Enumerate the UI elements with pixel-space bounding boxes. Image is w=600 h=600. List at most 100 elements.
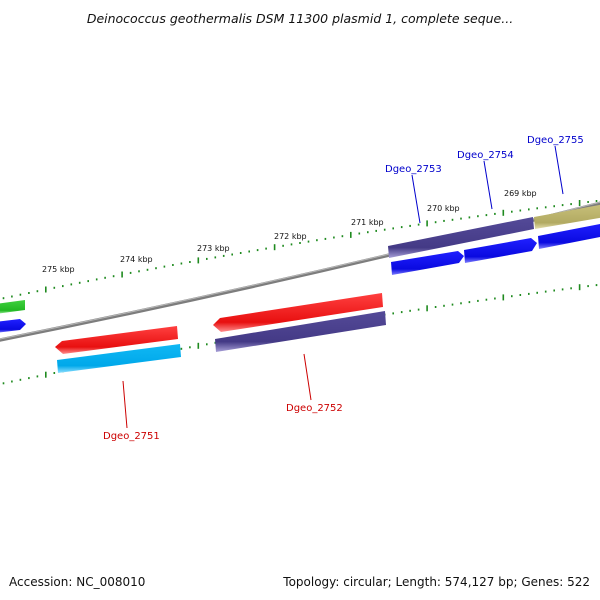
gene-arrow-blue-2754[interactable] xyxy=(464,238,537,263)
scale-lower-minor-tick xyxy=(570,287,572,290)
scale-upper-minor-tick xyxy=(400,226,403,229)
scale-upper-minor-tick xyxy=(214,256,217,259)
gene-arrow-blue-2755[interactable] xyxy=(538,223,600,249)
scale-lower-minor-tick xyxy=(28,377,30,380)
scale-lower-minor-tick xyxy=(595,284,598,287)
scale-lower-major-tick xyxy=(45,371,47,378)
scale-upper-major-tick xyxy=(197,257,200,264)
gene-feature-slate-2753[interactable] xyxy=(388,217,534,258)
gene-label-dgeo-2751[interactable]: Dgeo_2751 xyxy=(103,431,160,442)
scale-lower-minor-tick xyxy=(528,292,530,295)
scale-upper-minor-tick xyxy=(146,268,149,271)
scale-upper-minor-tick xyxy=(138,270,140,273)
scale-upper-minor-tick xyxy=(95,278,98,281)
scale-lower-minor-tick xyxy=(392,312,394,315)
scale-upper-minor-tick xyxy=(561,204,564,207)
scale-upper-minor-tick xyxy=(383,228,386,231)
scale-upper-minor-tick xyxy=(468,216,471,219)
scale-upper-minor-tick xyxy=(536,207,538,210)
scale-lower-minor-tick xyxy=(206,343,208,346)
scale-lower-minor-tick xyxy=(53,372,56,374)
scale-lower-minor-tick xyxy=(11,380,13,383)
scale-upper-minor-tick xyxy=(36,290,39,293)
scale-label-272: 272 kbp xyxy=(274,232,307,241)
scale-upper-minor-tick xyxy=(256,249,259,252)
scale-upper-minor-tick xyxy=(316,239,318,242)
scale-upper-minor-tick xyxy=(341,235,344,238)
gene-arrow-blue-2753[interactable] xyxy=(391,251,464,275)
scale-upper-major-tick xyxy=(578,200,581,206)
gene-label-dgeo-2752[interactable]: Dgeo_2752 xyxy=(286,403,343,414)
leader-line-2755 xyxy=(554,145,564,195)
scale-upper-minor-tick xyxy=(324,237,327,240)
scale-upper-minor-tick xyxy=(282,244,284,247)
gene-feature-cyan-2751[interactable] xyxy=(57,344,181,373)
scale-upper-minor-tick xyxy=(70,283,73,286)
gene-feature-slate-2752[interactable] xyxy=(215,311,386,352)
scale-lower-minor-tick xyxy=(460,302,462,305)
scale-upper-minor-tick xyxy=(375,229,377,232)
scale-upper-minor-tick xyxy=(511,210,513,213)
scale-upper-major-tick xyxy=(45,286,47,293)
scale-lower-minor-tick xyxy=(587,285,589,288)
scale-upper-minor-tick xyxy=(434,221,437,224)
scale-lower-major-tick xyxy=(197,342,200,349)
scale-label-269: 269 kbp xyxy=(504,189,537,198)
scale-lower-minor-tick xyxy=(409,309,411,312)
scale-upper-minor-tick xyxy=(78,281,81,284)
scale-label-270: 270 kbp xyxy=(427,204,460,213)
gene-label-dgeo-2755[interactable]: Dgeo_2755 xyxy=(527,135,584,146)
scale-upper-minor-tick xyxy=(239,252,242,254)
scale-label-274: 274 kbp xyxy=(120,255,153,264)
scale-upper-minor-tick xyxy=(2,297,5,300)
scale-upper-minor-tick xyxy=(87,280,89,283)
scale-upper-minor-tick xyxy=(544,206,547,209)
scale-upper-minor-tick xyxy=(53,286,56,289)
scale-upper-minor-tick xyxy=(163,265,166,268)
map-title: Deinococcus geothermalis DSM 11300 plasm… xyxy=(86,11,514,26)
gene-arrow-blue-left[interactable] xyxy=(0,319,26,333)
genome-summary-text: Topology: circular; Length: 574,127 bp; … xyxy=(283,575,590,589)
scale-upper-minor-tick xyxy=(290,243,293,246)
gene-arrow-red-2752[interactable] xyxy=(213,293,383,332)
scale-lower-minor-tick xyxy=(2,382,5,385)
scale-upper-minor-tick xyxy=(519,209,522,212)
leader-line-2754 xyxy=(483,160,493,210)
scale-upper-major-tick xyxy=(350,231,352,238)
scale-lower-minor-tick xyxy=(468,301,471,304)
scale-upper-minor-tick xyxy=(358,232,361,235)
scale-upper-minor-tick xyxy=(460,217,462,220)
leader-line-2751 xyxy=(122,380,128,429)
scale-upper-minor-tick xyxy=(485,214,488,217)
scale-upper-minor-tick xyxy=(265,247,267,250)
scale-upper-minor-tick xyxy=(248,250,250,253)
scale-lower-minor-tick xyxy=(553,289,555,292)
scale-label-271: 271 kbp xyxy=(351,218,384,227)
scale-lower-minor-tick xyxy=(36,375,39,378)
scale-lower-minor-tick xyxy=(536,291,538,294)
scale-lower-minor-tick xyxy=(180,347,183,350)
gene-arrow-red-2751[interactable] xyxy=(55,326,178,354)
scale-upper-minor-tick xyxy=(180,262,183,265)
scale-upper-minor-tick xyxy=(587,201,589,203)
scale-upper-minor-tick xyxy=(104,276,106,279)
scale-lower-minor-tick xyxy=(561,288,564,291)
scale-lower-minor-tick xyxy=(417,308,420,311)
gene-feature-green-left[interactable] xyxy=(0,300,25,314)
gene-feature-olive-2755[interactable] xyxy=(534,204,600,229)
scale-upper-major-tick xyxy=(273,244,276,251)
gene-label-dgeo-2753[interactable]: Dgeo_2753 xyxy=(385,164,442,175)
scale-lower-minor-tick xyxy=(443,304,445,307)
scale-lower-minor-tick xyxy=(477,299,479,302)
scale-lower-major-tick xyxy=(578,284,581,291)
scale-lower-minor-tick xyxy=(19,378,22,381)
scale-ticks-upper xyxy=(2,200,598,300)
gene-label-dgeo-2754[interactable]: Dgeo_2754 xyxy=(457,150,514,161)
scale-upper-minor-tick xyxy=(299,242,301,244)
scale-label-275: 275 kbp xyxy=(42,265,75,274)
scale-upper-minor-tick xyxy=(172,264,174,266)
accession-text: Accession: NC_008010 xyxy=(9,575,146,589)
scale-upper-minor-tick xyxy=(409,224,411,227)
scale-upper-minor-tick xyxy=(528,208,530,211)
scale-lower-minor-tick xyxy=(189,346,191,349)
